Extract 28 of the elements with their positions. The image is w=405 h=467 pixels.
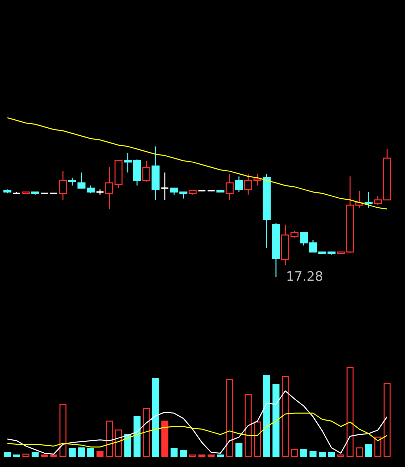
candlestick <box>364 192 373 208</box>
bar <box>87 448 94 458</box>
bar <box>272 384 280 458</box>
bar <box>4 452 12 458</box>
bar <box>365 444 372 458</box>
bar <box>96 451 104 458</box>
bar <box>162 420 169 458</box>
bar <box>180 450 188 458</box>
candlestick <box>59 170 68 201</box>
bar <box>328 452 336 458</box>
bar <box>134 416 141 458</box>
candlestick <box>235 176 244 193</box>
candlestick <box>142 160 151 182</box>
bar <box>68 448 76 458</box>
candlestick <box>226 174 234 201</box>
bar <box>300 449 308 458</box>
bar <box>170 448 178 458</box>
bar <box>263 376 270 458</box>
bar <box>78 448 86 458</box>
candlestick <box>161 172 170 201</box>
bar <box>32 452 39 458</box>
bar <box>124 434 132 458</box>
bar <box>310 451 317 458</box>
bar <box>152 378 160 458</box>
bar <box>319 452 326 458</box>
annotation: 17.28 <box>286 270 324 285</box>
bar <box>236 443 243 458</box>
candlestick <box>152 146 160 201</box>
